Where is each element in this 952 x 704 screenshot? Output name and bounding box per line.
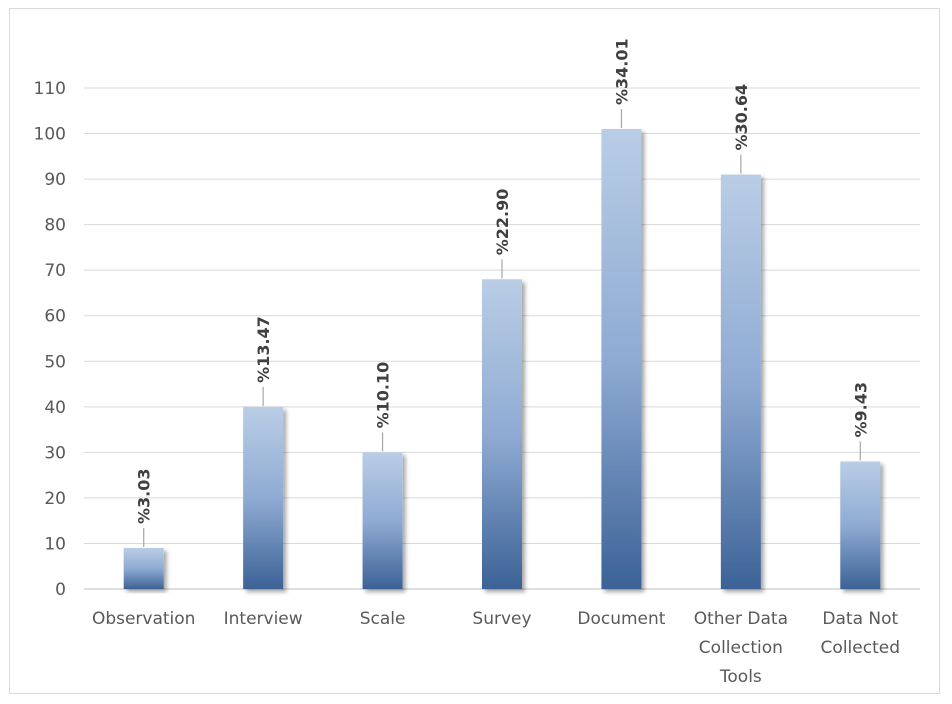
y-tick-label: 70 bbox=[44, 261, 66, 281]
data-labels: %3.03 %13.47 %10.10 %22.90 %34.01 %30.64 %9.43 bbox=[135, 38, 871, 524]
bar bbox=[123, 548, 164, 589]
data-label: %10.10 bbox=[374, 362, 393, 429]
bars bbox=[123, 128, 881, 589]
y-tick-label: 0 bbox=[55, 580, 66, 600]
data-label: %30.64 bbox=[732, 84, 751, 151]
y-tick-label: 40 bbox=[44, 398, 66, 418]
bar bbox=[482, 279, 522, 589]
x-axis-categories: Observation Interview Scale Survey Document O… bbox=[92, 609, 900, 687]
y-tick-label: 30 bbox=[44, 443, 66, 463]
bar bbox=[601, 128, 642, 589]
x-category-label: Data Not Collected bbox=[821, 609, 900, 658]
y-tick-label: 90 bbox=[44, 170, 66, 190]
y-tick-label: 110 bbox=[34, 79, 66, 99]
bar bbox=[720, 174, 761, 589]
y-tick-label: 10 bbox=[44, 534, 66, 554]
y-tick-label: 60 bbox=[44, 307, 66, 327]
data-label: %22.90 bbox=[493, 189, 512, 256]
data-label: %3.03 bbox=[135, 468, 154, 524]
bar bbox=[362, 452, 403, 589]
data-label: %9.43 bbox=[851, 382, 870, 438]
x-category-label: Document bbox=[577, 609, 665, 629]
y-tick-label: 80 bbox=[44, 216, 66, 236]
data-label: %34.01 bbox=[612, 38, 631, 105]
x-category-label: Interview bbox=[224, 609, 303, 629]
bar bbox=[840, 461, 881, 589]
x-category-label: Observation bbox=[92, 609, 196, 629]
gridlines bbox=[84, 87, 920, 590]
y-tick-label: 50 bbox=[44, 352, 66, 372]
y-tick-label: 20 bbox=[44, 489, 66, 509]
x-category-label: Survey bbox=[472, 609, 531, 629]
bar bbox=[243, 406, 284, 589]
data-label: %13.47 bbox=[254, 316, 273, 383]
x-category-label: Other Data Collection Tools bbox=[694, 609, 788, 687]
y-axis-ticks: 0 10 20 30 40 50 60 70 80 90 100 110 bbox=[34, 79, 66, 600]
data-label-leaders bbox=[143, 108, 861, 548]
chart-frame bbox=[9, 8, 940, 694]
y-tick-label: 100 bbox=[34, 125, 66, 145]
x-category-label: Scale bbox=[360, 609, 406, 629]
